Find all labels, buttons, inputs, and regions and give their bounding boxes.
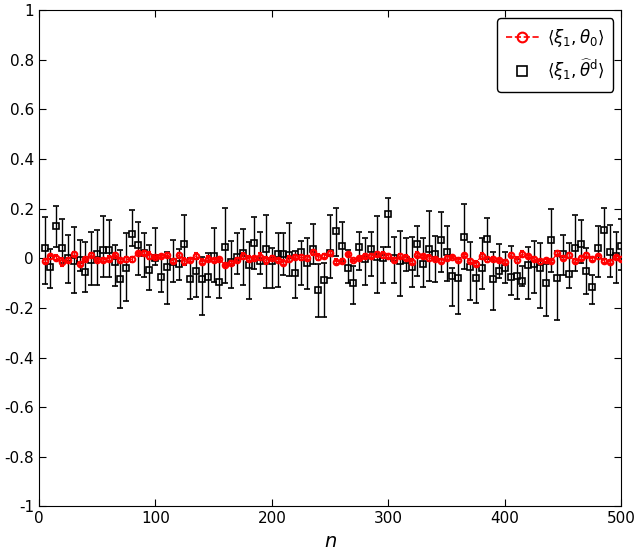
X-axis label: n: n <box>324 532 336 551</box>
Legend: $\langle \xi_1, \theta_0 \rangle$, $\langle \xi_1, \widehat{\theta}^{\mathrm{d}}: $\langle \xi_1, \theta_0 \rangle$, $\lan… <box>497 18 613 92</box>
